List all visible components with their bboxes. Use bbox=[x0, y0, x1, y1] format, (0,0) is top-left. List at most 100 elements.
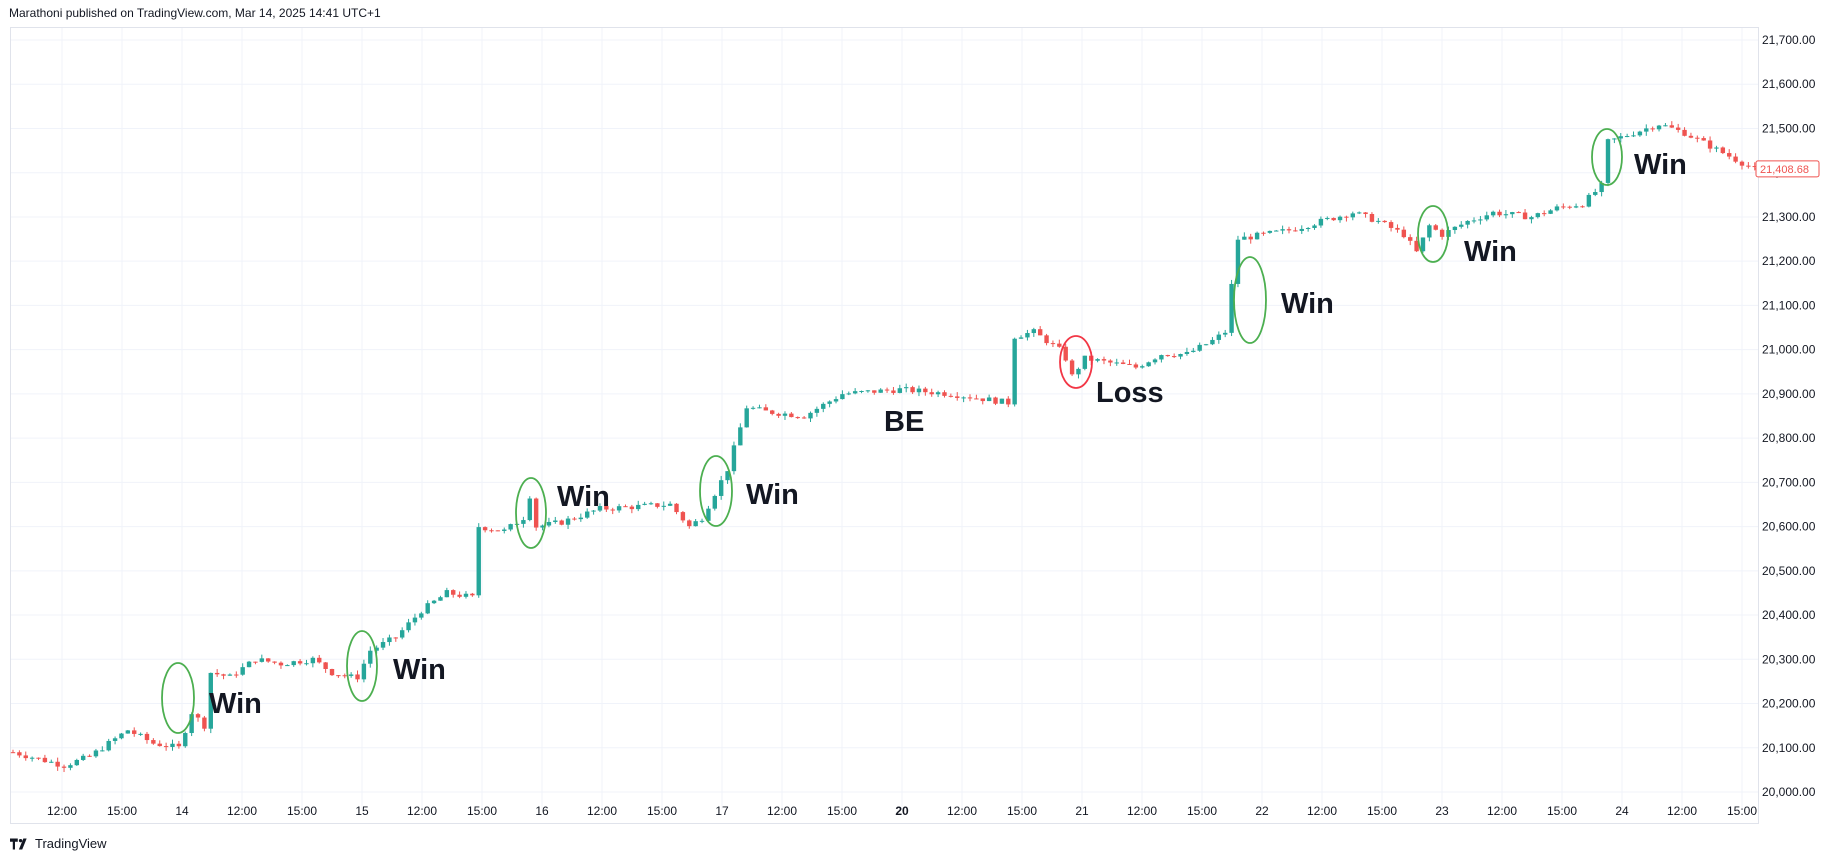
time-tick-label: 15:00 bbox=[1727, 804, 1757, 818]
candle-body bbox=[1127, 363, 1132, 365]
candle-body bbox=[1599, 182, 1604, 193]
candle-body bbox=[999, 398, 1005, 404]
candle-body bbox=[1554, 206, 1560, 211]
candle-body bbox=[297, 661, 303, 664]
candle-body bbox=[1152, 359, 1158, 363]
candle-body bbox=[1631, 135, 1636, 137]
time-tick-label: 20 bbox=[895, 804, 909, 818]
candle-body bbox=[208, 672, 213, 729]
candle-body bbox=[942, 392, 947, 396]
candle-body bbox=[1656, 125, 1662, 130]
candle-body bbox=[1165, 355, 1170, 357]
candle-body bbox=[1401, 229, 1407, 238]
time-tick-label: 12:00 bbox=[767, 804, 797, 818]
price-tick-label: 21,700.00 bbox=[1762, 33, 1816, 47]
price-tick-label: 20,600.00 bbox=[1762, 520, 1816, 534]
trade-result-label: Win bbox=[557, 481, 610, 513]
candle-body bbox=[1050, 343, 1056, 345]
candle-body bbox=[272, 661, 277, 663]
candle-body bbox=[1229, 283, 1234, 333]
candle-body bbox=[221, 674, 226, 676]
candle-body bbox=[546, 521, 552, 526]
candle-body bbox=[1618, 136, 1623, 139]
candle-body bbox=[1344, 216, 1349, 218]
candle-body bbox=[170, 743, 175, 747]
candle-body bbox=[227, 674, 233, 676]
loss-circle-marker bbox=[1059, 335, 1093, 389]
candle-body bbox=[1248, 236, 1253, 240]
candle-body bbox=[323, 662, 328, 670]
candle-body bbox=[259, 658, 265, 662]
candle-body bbox=[1427, 225, 1432, 238]
candle-body bbox=[451, 590, 456, 595]
candle-body bbox=[125, 730, 131, 734]
candle-body bbox=[393, 637, 398, 639]
trade-result-label: Win bbox=[1634, 149, 1687, 181]
candle-body bbox=[1069, 360, 1075, 375]
candle-body bbox=[1082, 355, 1088, 369]
candle-body bbox=[533, 498, 539, 528]
price-tick-label: 20,900.00 bbox=[1762, 387, 1816, 401]
candle-body bbox=[476, 527, 481, 596]
candle-body bbox=[100, 750, 105, 752]
candle-body bbox=[757, 407, 762, 409]
candle-body bbox=[1012, 338, 1017, 405]
candle-body bbox=[897, 388, 903, 393]
candle-body bbox=[565, 518, 571, 525]
time-tick-label: 12:00 bbox=[407, 804, 437, 818]
candle-body bbox=[827, 401, 832, 404]
candle-body bbox=[916, 388, 922, 393]
candle-body bbox=[157, 743, 162, 747]
candle-body bbox=[1663, 125, 1668, 127]
candle-body bbox=[1644, 128, 1649, 132]
candle-body bbox=[1057, 343, 1062, 347]
candle-body bbox=[1299, 228, 1304, 231]
candle-body bbox=[176, 743, 182, 747]
price-tick-label: 21,200.00 bbox=[1762, 254, 1816, 268]
candle-body bbox=[974, 398, 979, 400]
candle-body bbox=[1280, 229, 1285, 231]
candle-body bbox=[144, 733, 150, 741]
candle-body bbox=[380, 642, 386, 648]
candle-body bbox=[1363, 212, 1368, 215]
trade-result-label: Win bbox=[1281, 288, 1334, 320]
candle-body bbox=[214, 672, 220, 675]
time-tick-label: 15:00 bbox=[287, 804, 317, 818]
candle-body bbox=[355, 674, 360, 680]
candle-body bbox=[1242, 236, 1247, 240]
candle-body bbox=[693, 521, 698, 527]
price-tick-label: 20,700.00 bbox=[1762, 475, 1816, 489]
candle-body bbox=[884, 389, 890, 391]
candle-body bbox=[1101, 359, 1107, 361]
candle-body bbox=[1733, 156, 1738, 162]
candle-body bbox=[412, 617, 418, 623]
candle-body bbox=[846, 393, 851, 395]
price-tick-label: 20,200.00 bbox=[1762, 697, 1816, 711]
candle-body bbox=[1395, 227, 1400, 230]
candle-body bbox=[457, 594, 462, 597]
candle-body bbox=[1452, 226, 1458, 231]
candle-body bbox=[23, 755, 28, 759]
candle-body bbox=[291, 661, 296, 666]
candle-body bbox=[1318, 218, 1324, 226]
candle-body bbox=[1548, 210, 1553, 214]
candle-body bbox=[119, 733, 124, 739]
price-tick-label: 20,000.00 bbox=[1762, 785, 1816, 799]
candle-body bbox=[1356, 212, 1362, 214]
candle-body bbox=[29, 757, 35, 759]
footer-brand[interactable]: TradingView bbox=[10, 836, 107, 851]
candle-body bbox=[1293, 230, 1298, 232]
candle-body bbox=[74, 759, 79, 766]
candle-body bbox=[61, 766, 67, 768]
candle-body bbox=[1274, 230, 1279, 232]
candle-body bbox=[183, 733, 188, 747]
candle-body bbox=[929, 392, 934, 395]
candle-body bbox=[1695, 137, 1700, 139]
candle-body bbox=[540, 525, 545, 528]
candle-body bbox=[1369, 214, 1375, 222]
candle-body bbox=[1178, 354, 1183, 357]
time-tick-label: 15:00 bbox=[1547, 804, 1577, 818]
candle-body bbox=[1331, 217, 1336, 221]
candle-body bbox=[1286, 229, 1292, 231]
